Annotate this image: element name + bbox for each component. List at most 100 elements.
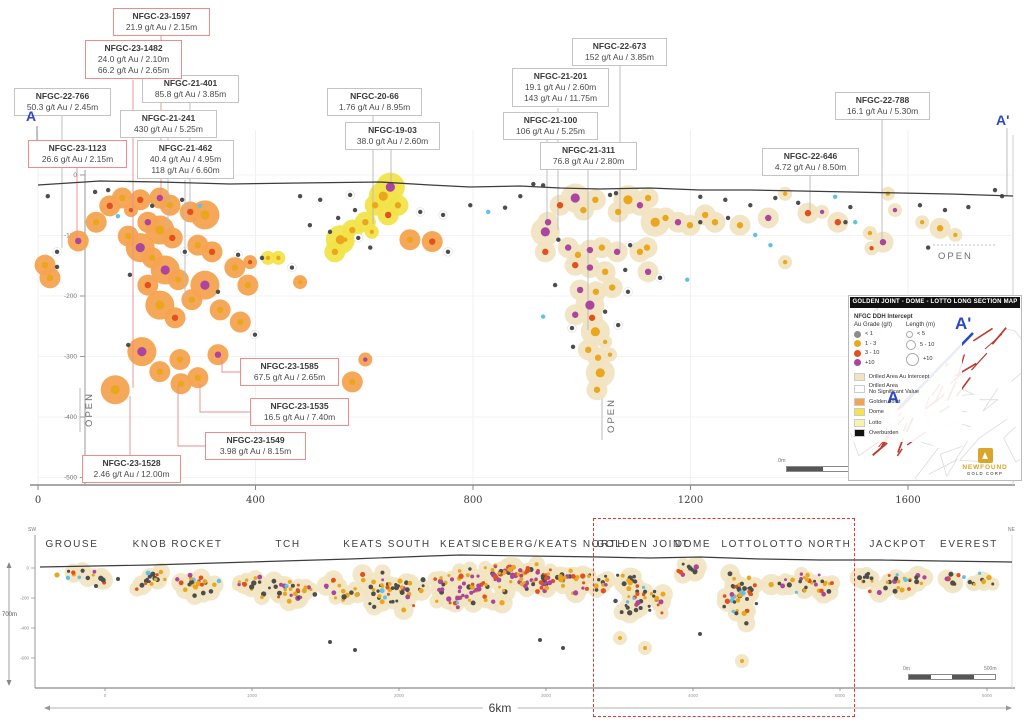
drillhole-callout: NFGC-22-646 4.72 g/t Au / 8.50m (762, 148, 859, 177)
intercept-value: 106 g/t Au / 5.25m (516, 126, 585, 137)
logo-name: NEWFOUND (962, 464, 1008, 471)
intercept-value: 67.5 g/t Au / 2.65m (253, 372, 326, 383)
top-scalebar-zero: 0m (778, 458, 786, 464)
grade-dot-swatch (854, 330, 861, 338)
area-label: Lotto (869, 419, 882, 426)
area-legend-item: Golden Joint (854, 397, 960, 406)
terrain-line-bottom (39, 554, 1013, 568)
zone-label: EVEREST (940, 539, 998, 550)
bottom-strip: 0 -200 -400 -600 0 1000 2000 3000 4000 5000 6000 (20, 535, 1015, 698)
strip-height-label: 700m (2, 612, 18, 618)
length-legend-item: +10 (906, 352, 958, 366)
length-circle-swatch (906, 330, 913, 338)
drillhole-callout: NFGC-23-1528 2.46 g/t Au / 12.00m (82, 455, 181, 484)
length-label: < 5 (917, 331, 925, 337)
length-circle-swatch (906, 352, 919, 366)
length-legend-item: 5 - 10 (906, 340, 958, 350)
intercept-value: 26.6 g/t Au / 2.15m (41, 154, 114, 165)
intercept-value: 4.72 g/t Au / 8.50m (774, 162, 847, 173)
total-length-label: 6km (482, 701, 518, 715)
svg-text:0: 0 (26, 566, 29, 571)
map-a-prime-label: A' (955, 314, 972, 333)
section-end-label: A' (996, 112, 1010, 128)
intercept-value: 3.98 g/t Au / 8.15m (219, 446, 292, 457)
drillhole-id: NFGC-21-201 (533, 71, 588, 81)
svg-text:1000: 1000 (247, 693, 258, 698)
open-label-right: OPEN (938, 251, 973, 262)
svg-text:2000: 2000 (394, 693, 405, 698)
grade-dot-swatch (854, 340, 861, 347)
drillhole-id: NFGC-22-673 (592, 41, 647, 51)
logo-icon (977, 448, 993, 463)
area-label: Overburden (869, 430, 899, 436)
intercept-value: 21.9 g/t Au / 2.15m (125, 22, 198, 33)
strip-scalebar-zero: 0m (903, 666, 910, 672)
ne-label: NE (1008, 527, 1015, 533)
length-label: 5 - 10 (920, 342, 935, 348)
grade-label: +10 (865, 359, 875, 366)
length-legend-item: < 5 (906, 330, 958, 338)
svg-text:-200: -200 (20, 596, 30, 601)
zone-label: ICEBERG/KEATS NORTH (477, 539, 627, 550)
drillhole-id: NFGC-21-401 (163, 78, 218, 88)
svg-text:800: 800 (463, 495, 482, 506)
zone-label: DOME (674, 539, 712, 550)
zone-label: GROUSE (45, 539, 99, 550)
drillhole-id: NFGC-23-1597 (132, 11, 191, 21)
intercept-value: 16.5 g/t Au / 7.40m (263, 412, 336, 423)
intercept-value: 118 g/t Au / 6.60m (151, 165, 220, 176)
length-dimension (44, 705, 1012, 711)
svg-text:5000: 5000 (835, 693, 846, 698)
zone-label: ROCKET (171, 539, 223, 550)
area-legend-item: Drilled Area Au Intercept (854, 372, 960, 381)
drillhole-callout: NFGC-22-673 152 g/t Au / 3.85m (572, 38, 667, 67)
drillhole-callout: NFGC-23-1549 3.98 g/t Au / 8.15m (205, 432, 306, 461)
svg-text:400: 400 (246, 495, 265, 506)
svg-text:6000: 6000 (982, 693, 993, 698)
drillhole-id: NFGC-22-646 (783, 151, 838, 161)
intercept-value: 16.1 g/t Au / 5.30m (846, 106, 919, 117)
legend-title: GOLDEN JOINT - DOME - LOTTO LONG SECTION… (850, 297, 1020, 308)
intercept-value: 152 g/t Au / 3.85m (585, 52, 654, 63)
grade-legend-list: < 1 1 - 3 3 - 10 +10 (854, 330, 906, 366)
strip-halos (64, 555, 1000, 668)
logo-sub: GOLD CORP (967, 471, 1003, 476)
strip-scalebar-max: 500m (984, 666, 997, 672)
area-legend-item: Dome (854, 408, 960, 416)
grade-dot-swatch (854, 359, 861, 366)
area-swatch (854, 385, 865, 393)
drillhole-id: NFGC-23-1535 (270, 401, 329, 411)
sw-label: SW (28, 527, 37, 533)
svg-text:-300: -300 (64, 354, 77, 361)
length-label: +10 (923, 356, 933, 362)
svg-text:1200: 1200 (678, 495, 703, 506)
drillhole-id: NFGC-19-03 (368, 125, 417, 135)
svg-text:3000: 3000 (541, 693, 552, 698)
drillhole-callout: NFGC-23-1482 24.0 g/t Au / 2.10m 66.2 g/t … (85, 40, 182, 80)
area-swatch (854, 372, 865, 381)
area-swatch (854, 429, 865, 437)
intercept-dots (41, 181, 1005, 395)
legend-rows: NFGC DDH Intercept Au Grade (g/t) < 1 1 -… (852, 311, 962, 442)
drillhole-callout: NFGC-22-766 50.3 g/t Au / 2.45m (14, 88, 111, 117)
drillhole-callout: NFGC-23-1123 26.6 g/t Au / 2.15m (28, 140, 127, 169)
drilled-area-halos (34, 172, 963, 405)
svg-text:4000: 4000 (688, 693, 699, 698)
svg-text:-400: -400 (64, 414, 77, 421)
drillhole-callout: NFGC-21-401 85.8 g/t Au / 3.85m (142, 75, 239, 104)
drillhole-id: NFGC-22-788 (855, 95, 910, 105)
drillhole-callout: NFGC-21-241 430 g/t Au / 5.25m (120, 110, 217, 139)
open-label-left: OPEN (84, 392, 95, 427)
svg-text:-200: -200 (64, 293, 77, 300)
drillhole-id: NFGC-23-1482 (104, 43, 163, 53)
area-legend-item: Lotto (854, 418, 960, 427)
svg-text:-500: -500 (64, 475, 77, 482)
drillhole-callout: NFGC-23-1585 67.5 g/t Au / 2.65m (240, 358, 339, 387)
svg-text:-400: -400 (20, 626, 30, 631)
drillhole-callout: NFGC-23-1535 16.5 g/t Au / 7.40m (250, 398, 349, 427)
drillhole-callout: NFGC-20-66 1.76 g/t Au / 8.95m (327, 88, 422, 117)
drillhole-callout: NFGC-21-100 106 g/t Au / 5.25m (503, 112, 598, 141)
intercept-value: 40.4 g/t Au / 4.95m (149, 154, 222, 165)
drillhole-callout: NFGC-21-201 19.1 g/t Au / 2.60m 143 g/t Au… (512, 68, 609, 108)
